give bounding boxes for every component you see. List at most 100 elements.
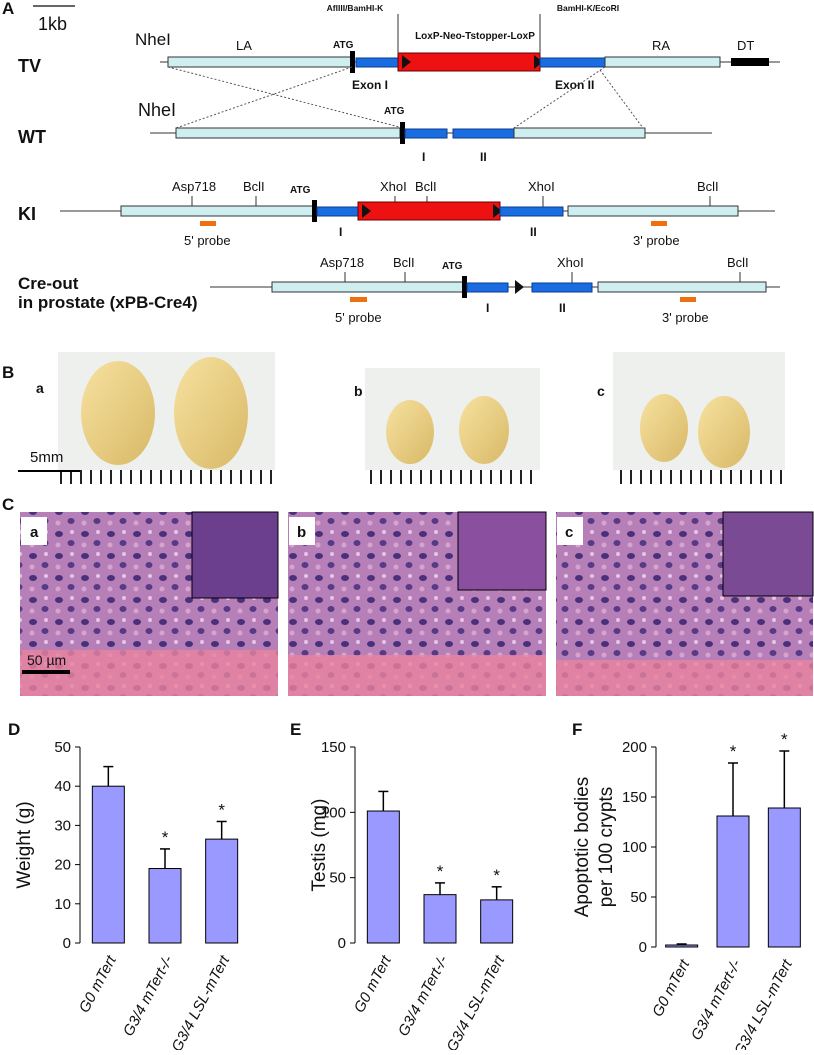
row-label: Cre-out bbox=[18, 274, 79, 293]
bar bbox=[205, 838, 239, 944]
row-label: KI bbox=[18, 204, 36, 224]
x-tick-label: G0 mTert bbox=[351, 952, 395, 1015]
y-tick-label: 20 bbox=[54, 857, 71, 874]
bar bbox=[665, 944, 699, 948]
site-label: BamHI-K/EcoRI bbox=[557, 3, 619, 13]
y-axis-label: Apoptotic bodies bbox=[572, 777, 593, 918]
y-tick-label: 50 bbox=[329, 870, 346, 887]
probe bbox=[680, 297, 696, 302]
site-label: Asp718 bbox=[172, 179, 216, 194]
site-label: XhoI bbox=[528, 179, 555, 194]
exon-label: Exon II bbox=[555, 78, 594, 92]
atg-label: ATG bbox=[442, 261, 463, 272]
exon-label: II bbox=[530, 225, 537, 239]
probe-label: 3' probe bbox=[662, 310, 709, 325]
significance: * bbox=[493, 866, 500, 885]
loxp bbox=[493, 204, 502, 218]
exon bbox=[452, 128, 515, 139]
bar bbox=[767, 807, 801, 948]
arm bbox=[271, 281, 464, 293]
site-label: BclI bbox=[697, 179, 719, 194]
x-tick-label: G3/4 mTert-/- bbox=[395, 953, 452, 1039]
charts: D Weight (g) 0 10 20 30 40 50 G0 mTert * G3/4 mTer… bbox=[8, 720, 801, 1055]
ruler bbox=[60, 470, 275, 486]
sub-label: c bbox=[597, 383, 605, 399]
panel-a: A 1kb TV NheI LA ATG AflIII/BamHI-K LoxP… bbox=[2, 0, 780, 325]
atg-label: ATG bbox=[333, 40, 354, 51]
probe bbox=[350, 297, 367, 302]
exon-label: II bbox=[559, 301, 566, 315]
exon bbox=[466, 282, 509, 293]
cassette bbox=[357, 201, 501, 221]
exon bbox=[316, 206, 359, 217]
site-label: Asp718 bbox=[320, 255, 364, 270]
bar bbox=[91, 785, 125, 944]
y-tick-label: 0 bbox=[63, 935, 71, 952]
site-ticks bbox=[344, 272, 741, 283]
arm bbox=[597, 281, 767, 293]
x-tick-label: G3/4 mTert-/- bbox=[688, 957, 745, 1043]
arm bbox=[513, 127, 646, 139]
significance: * bbox=[781, 730, 788, 749]
y-tick-label: 50 bbox=[54, 739, 71, 756]
x-tick-label: G3/4 LSL-mTert bbox=[443, 952, 508, 1050]
arm bbox=[604, 56, 721, 68]
cassette bbox=[397, 52, 541, 72]
row-label: WT bbox=[18, 127, 46, 147]
testis bbox=[698, 396, 750, 468]
y-tick-label: 150 bbox=[622, 789, 647, 806]
panel-label: C bbox=[2, 495, 14, 514]
y-tick-label: 100 bbox=[321, 804, 346, 821]
panel-label: F bbox=[572, 720, 582, 739]
atg-mark bbox=[312, 200, 317, 222]
sub-label: c bbox=[565, 524, 573, 541]
significance: * bbox=[218, 800, 225, 819]
bar bbox=[423, 894, 457, 944]
site-label: AflIII/BamHI-K bbox=[327, 3, 385, 13]
sub-label: a bbox=[30, 524, 39, 541]
site-label: XhoI bbox=[557, 255, 584, 270]
site-label: NheI bbox=[135, 30, 171, 49]
panel-b: B a b c 5mm bbox=[2, 352, 785, 486]
testis bbox=[640, 394, 688, 462]
probe bbox=[200, 221, 216, 226]
exon-label: II bbox=[480, 150, 487, 164]
site-label: BclI bbox=[727, 255, 749, 270]
inset bbox=[457, 511, 547, 591]
atg-label: ATG bbox=[384, 106, 405, 117]
arm-label: LA bbox=[236, 38, 252, 53]
muscle-layer bbox=[556, 660, 813, 696]
probe-label: 5' probe bbox=[335, 310, 382, 325]
row-label: in prostate (xPB-Cre4) bbox=[18, 293, 197, 312]
scale-label: 50 µm bbox=[27, 652, 66, 668]
y-tick-label: 10 bbox=[54, 896, 71, 913]
dt-box bbox=[731, 58, 769, 66]
site-label: NheI bbox=[138, 100, 176, 120]
exon bbox=[539, 57, 606, 68]
sub-label: b bbox=[297, 524, 306, 541]
y-tick-label: 40 bbox=[54, 778, 71, 795]
inset bbox=[191, 511, 279, 599]
probe-label: 5' probe bbox=[184, 233, 231, 248]
arm bbox=[567, 205, 739, 217]
cassette-label: LoxP-Neo-Tstopper-LoxP bbox=[415, 31, 535, 42]
inset bbox=[722, 511, 814, 597]
significance: * bbox=[437, 862, 444, 881]
label-box bbox=[289, 517, 315, 545]
bar bbox=[480, 899, 514, 944]
site-label: BclI bbox=[415, 179, 437, 194]
site-label: XhoI bbox=[380, 179, 407, 194]
bar bbox=[716, 815, 750, 948]
testis bbox=[174, 357, 248, 469]
site-ticks bbox=[191, 196, 711, 207]
panel-label: D bbox=[8, 720, 20, 739]
muscle-layer bbox=[288, 655, 546, 696]
site-label: BclI bbox=[393, 255, 415, 270]
site-label: BclI bbox=[243, 179, 265, 194]
exon-label: I bbox=[486, 301, 489, 315]
y-tick-label: 0 bbox=[639, 939, 647, 956]
significance: * bbox=[162, 828, 169, 847]
exon bbox=[404, 128, 448, 139]
arm bbox=[120, 205, 314, 217]
